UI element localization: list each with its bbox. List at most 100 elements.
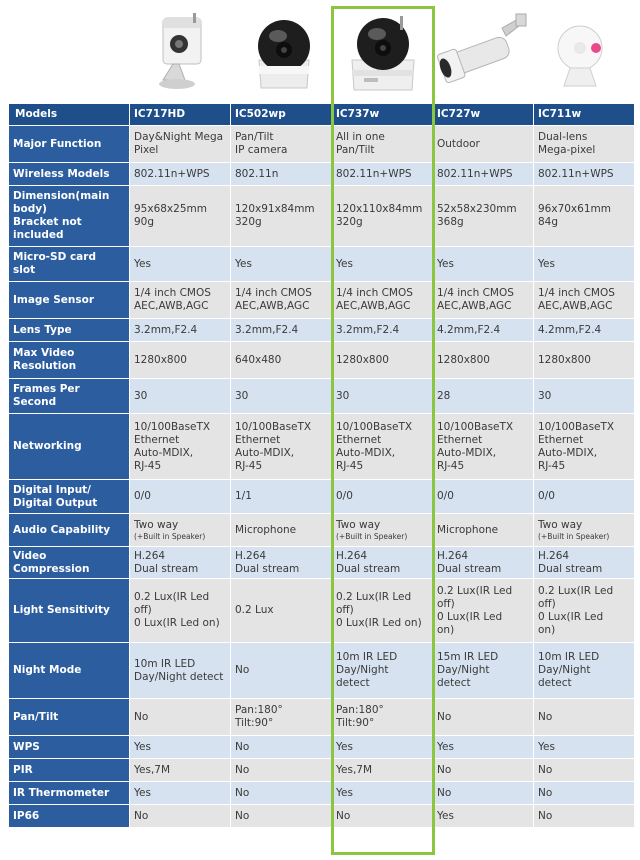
row-label: Video Compression [8,546,130,579]
spec-cell: 30 [331,378,433,414]
spec-cell-line: H.264 [134,549,166,562]
spec-cell: No [230,642,332,699]
spec-cell: 10/100BaseTX Ethernet Auto-MDIX, RJ-45 [533,413,635,480]
spec-cell-line: 1280x800 [538,353,591,366]
spec-cell-line: AEC,AWB,AGC [235,300,310,312]
row-label-line: Major Function [13,137,102,150]
spec-cell: 30 [129,378,231,414]
spec-cell-line: 3.2mm,F2.4 [134,323,198,336]
spec-cell-line: on) [437,623,455,636]
row-label: Max Video Resolution [8,341,130,379]
spec-cell-line: detect [437,677,471,689]
spec-cell-line: 0.2 Lux(IR Led [538,584,614,597]
spec-cell-line: 802.11n [235,167,279,180]
spec-cell: 10m IR LED Day/Night detect [533,642,635,699]
spec-cell-line: Yes,7M [336,763,373,776]
model-header-ic727w: IC727w [432,103,534,126]
spec-cell-line: off) [437,597,455,610]
spec-cell: 0.2 Lux(IR Led off) 0 Lux(IR Led on) [129,578,231,643]
spec-cell-line: H.264 [336,549,368,562]
spec-cell-line: Yes,7M [134,763,171,776]
spec-cell: 802.11n+WPS [129,162,231,186]
spec-cell: Yes [432,804,534,828]
spec-cell-line: Yes [336,740,353,753]
spec-cell-line: detect [336,677,370,689]
row-label-line: Digital Input/ [13,483,92,496]
table-row: Dimension(main body) Bracket not included 95… [8,185,635,247]
spec-cell: 4.2mm,F2.4 [533,318,635,342]
row-label: Night Mode [8,642,130,699]
table-row: Max Video Resolution 1280x800 640x480 1280x8… [8,341,635,379]
spec-cell-line: H.264 [437,549,469,562]
spec-cell: No [432,698,534,736]
spec-cell-line: AEC,AWB,AGC [437,300,512,312]
spec-cell-line: 52x58x230mm [437,203,517,215]
spec-cell: 0.2 Lux(IR Led off) 0 Lux(IR Led on) [533,578,635,643]
row-label: Micro-SD card slot [8,246,130,282]
spec-cell-line: 0 Lux(IR Led on) [336,617,422,629]
spec-cell-line: Yes [437,740,454,753]
spec-cell-line: 3.2mm,F2.4 [336,323,400,336]
table-row: Pan/Tilt No Pan:180° Tilt:90° Pan:180° Tilt:9… [8,698,635,736]
spec-cell: No [533,698,635,736]
spec-cell: Yes [129,735,231,759]
spec-cell: No [230,804,332,828]
spec-cell-line: 15m IR LED [437,651,499,663]
spec-cell-line: 320g [336,216,363,228]
spec-cell: Pan:180° Tilt:90° [331,698,433,736]
row-label: IP66 [8,804,130,828]
spec-cell: 30 [533,378,635,414]
spec-cell-line: Two way [134,519,179,531]
spec-cell: Outdoor [432,125,534,163]
cube-camera-with-stand-icon [145,6,215,98]
spec-cell-line: RJ-45 [538,459,566,472]
spec-cell-line: Tilt:90° [235,717,274,729]
spec-cell-line: 10/100BaseTX [134,420,211,433]
table-row: Audio Capability Two way (+Built in Speake… [8,513,635,547]
spec-cell-line: 0/0 [336,490,353,502]
spec-cell: 802.11n+WPS [432,162,534,186]
table-row: Night Mode 10m IR LED Day/Night detect No 10… [8,642,635,699]
spec-cell-line: 3.2mm,F2.4 [235,323,299,336]
round-mini-camera-icon [545,6,615,98]
spec-cell: Pan:180° Tilt:90° [230,698,332,736]
spec-cell-line: No [235,809,250,822]
spec-cell-line: 0 Lux(IR Led [437,610,503,623]
row-label-line: slot [13,264,36,276]
model-header-ic737w: IC737w [331,103,433,126]
models-header: Models [8,103,130,126]
spec-cell: Dual-lens Mega-pixel [533,125,635,163]
spec-cell: Yes [129,246,231,282]
spec-cell-line: H.264 [235,549,267,562]
spec-cell-line: off) [134,604,152,616]
spec-cell: Yes,7M [129,758,231,782]
spec-cell: Two way (+Built in Speaker) [533,513,635,547]
spec-cell-note: (+Built in Speaker) [134,532,206,541]
spec-cell-line: detect [538,677,572,689]
spec-cell: 52x58x230mm 368g [432,185,534,247]
spec-cell-line: Dual stream [437,562,502,575]
spec-cell-line: RJ-45 [336,459,364,472]
spec-cell-note: (+Built in Speaker) [336,532,408,541]
spec-cell: 10m IR LED Day/Night detect [129,642,231,699]
spec-cell-line: on) [538,623,556,636]
row-label: Light Sensitivity [8,578,130,643]
spec-cell-line: Dual stream [134,562,199,575]
spec-cell: 0.2 Lux [230,578,332,643]
table-row: Micro-SD card slot Yes Yes Yes Yes Yes [8,246,635,282]
spec-cell: 1280x800 [432,341,534,379]
spec-cell-line: No [235,786,250,799]
row-label-line: Compression [13,562,90,575]
spec-cell: 95x68x25mm 90g [129,185,231,247]
row-label-line: body) [13,203,47,215]
row-label: Digital Input/Digital Output [8,479,130,514]
spec-cell-line: 95x68x25mm [134,203,207,215]
spec-cell-line: No [336,809,351,822]
spec-cell: Yes [331,735,433,759]
spec-cell-line: Ethernet [235,433,281,446]
spec-cell: Yes [129,781,231,805]
spec-cell: 10/100BaseTX Ethernet Auto-MDIX, RJ-45 [230,413,332,480]
spec-cell: Two way (+Built in Speaker) [129,513,231,547]
spec-cell: 10/100BaseTX Ethernet Auto-MDIX, RJ-45 [432,413,534,480]
product-images-row [0,0,640,103]
